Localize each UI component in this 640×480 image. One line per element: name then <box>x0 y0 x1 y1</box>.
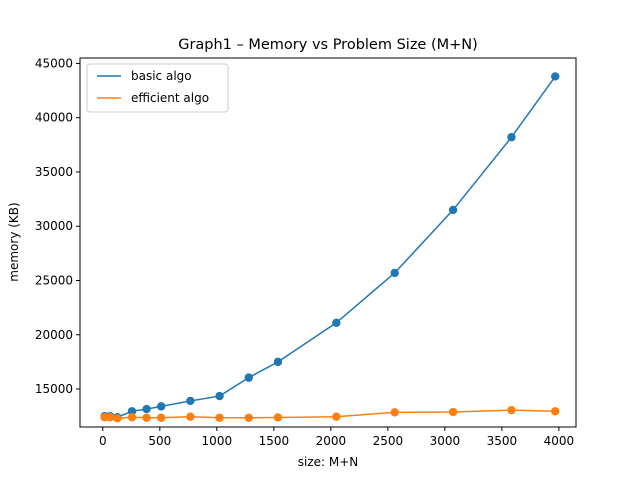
data-point-efficient-algo <box>156 413 166 422</box>
series-layer <box>100 72 560 423</box>
y-axis: 15000 20000 25000 30000 35000 40000 45000 <box>35 56 80 396</box>
data-point-efficient-algo <box>332 412 341 421</box>
data-point-basic-algo <box>142 404 151 414</box>
data-point-efficient-algo <box>273 413 283 422</box>
data-point-basic-algo <box>273 357 283 367</box>
x-tick-label: 0 <box>99 434 107 448</box>
data-point-efficient-algo <box>105 413 115 422</box>
x-tick-label: 1000 <box>202 434 233 448</box>
y-tick-label: 25000 <box>35 273 73 287</box>
data-point-efficient-algo <box>215 413 224 422</box>
data-point-basic-algo <box>390 268 399 278</box>
data-point-basic-algo <box>215 391 224 401</box>
data-point-basic-algo <box>551 72 560 81</box>
data-point-efficient-algo <box>142 413 151 422</box>
y-axis-label: memory (KB) <box>7 202 21 281</box>
legend-label-efficient: efficient algo <box>131 91 209 105</box>
data-point-efficient-algo <box>186 412 195 421</box>
data-point-efficient-algo <box>551 407 560 416</box>
y-tick-label: 35000 <box>35 165 73 179</box>
x-tick-label: 1500 <box>259 434 290 448</box>
data-point-efficient-algo <box>113 414 122 423</box>
data-point-basic-algo <box>186 396 195 406</box>
x-tick-label: 3000 <box>430 434 461 448</box>
y-tick-label: 30000 <box>35 219 73 233</box>
plot-area <box>79 57 577 428</box>
data-point-efficient-algo <box>127 413 137 422</box>
x-tick-label: 4000 <box>544 434 575 448</box>
data-point-basic-algo <box>332 318 341 328</box>
legend-label-basic: basic algo <box>131 69 192 83</box>
y-tick-label: 45000 <box>35 56 73 70</box>
y-tick-label: 15000 <box>35 382 73 396</box>
data-point-efficient-algo <box>448 407 458 417</box>
y-tick-label: 40000 <box>35 111 73 125</box>
data-point-efficient-algo <box>507 405 516 415</box>
data-point-efficient-algo <box>390 408 399 417</box>
data-point-efficient-algo <box>244 413 253 422</box>
data-point-basic-algo <box>127 407 137 416</box>
data-point-basic-algo <box>156 402 166 411</box>
legend-box <box>86 63 229 113</box>
x-tick-label: 500 <box>148 434 171 448</box>
chart-title: Graph1 – Memory vs Problem Size (M+N) <box>178 37 478 53</box>
x-tick-label: 2000 <box>316 434 347 448</box>
data-point-basic-algo <box>244 373 253 382</box>
y-tick-label: 20000 <box>35 328 73 342</box>
data-point-basic-algo <box>448 205 458 215</box>
x-axis-label: size: M+N <box>298 455 359 469</box>
x-axis: 0 500 1000 1500 2000 2500 3000 3500 4000 <box>99 427 574 448</box>
legend: basic algo efficient algo <box>86 63 229 113</box>
data-point-basic-algo <box>507 133 516 142</box>
x-tick-label: 3500 <box>487 434 518 448</box>
x-tick-label: 2500 <box>373 434 404 448</box>
